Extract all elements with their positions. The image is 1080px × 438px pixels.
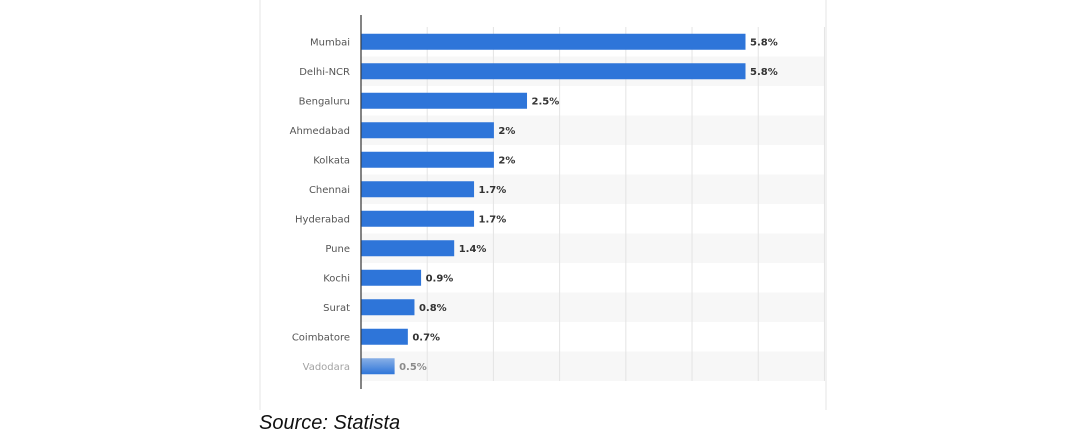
value-label: 0.5%	[399, 362, 427, 373]
chart-canvas: Mumbai 5.8% Delhi-NCR 5.8% Bengaluru 2.5% Ahme…	[259, 0, 827, 410]
bar	[361, 269, 422, 286]
row-band	[361, 351, 825, 381]
category-label: Pune	[325, 244, 350, 255]
source-caption: Source: Statista	[259, 412, 401, 434]
category-label: Coimbatore	[292, 332, 350, 343]
category-label: Surat	[323, 303, 350, 314]
category-label: Ahmedabad	[290, 126, 350, 137]
category-label: Mumbai	[310, 37, 350, 48]
value-label: 5.8%	[750, 67, 778, 78]
value-label: 1.4%	[459, 244, 487, 255]
bar	[361, 210, 475, 227]
value-label: 2.5%	[532, 96, 560, 107]
bar	[361, 240, 455, 257]
bar	[361, 122, 494, 139]
value-label: 0.8%	[419, 303, 447, 314]
value-label: 2%	[498, 155, 515, 166]
category-label: Hyderabad	[295, 214, 350, 225]
bar	[361, 151, 494, 168]
bar	[361, 63, 746, 80]
value-label: 2%	[498, 126, 515, 137]
bar	[361, 328, 408, 345]
category-label: Kolkata	[313, 155, 350, 166]
category-label: Bengaluru	[299, 96, 350, 107]
bar-chart: Mumbai 5.8% Delhi-NCR 5.8% Bengaluru 2.5% Ahme…	[259, 0, 827, 410]
category-label: Vadodara	[303, 362, 350, 373]
value-label: 1.7%	[479, 214, 507, 225]
bar	[361, 92, 528, 109]
category-label: Chennai	[309, 185, 350, 196]
bar	[361, 181, 475, 198]
value-label: 0.7%	[412, 332, 440, 343]
value-label: 1.7%	[479, 185, 507, 196]
bar	[361, 299, 415, 316]
value-label: 0.9%	[426, 273, 454, 284]
bar	[361, 358, 395, 375]
category-label: Delhi-NCR	[299, 67, 350, 78]
value-label: 5.8%	[750, 37, 778, 48]
bar	[361, 33, 746, 50]
category-label: Kochi	[323, 273, 350, 284]
row-band	[361, 292, 825, 322]
